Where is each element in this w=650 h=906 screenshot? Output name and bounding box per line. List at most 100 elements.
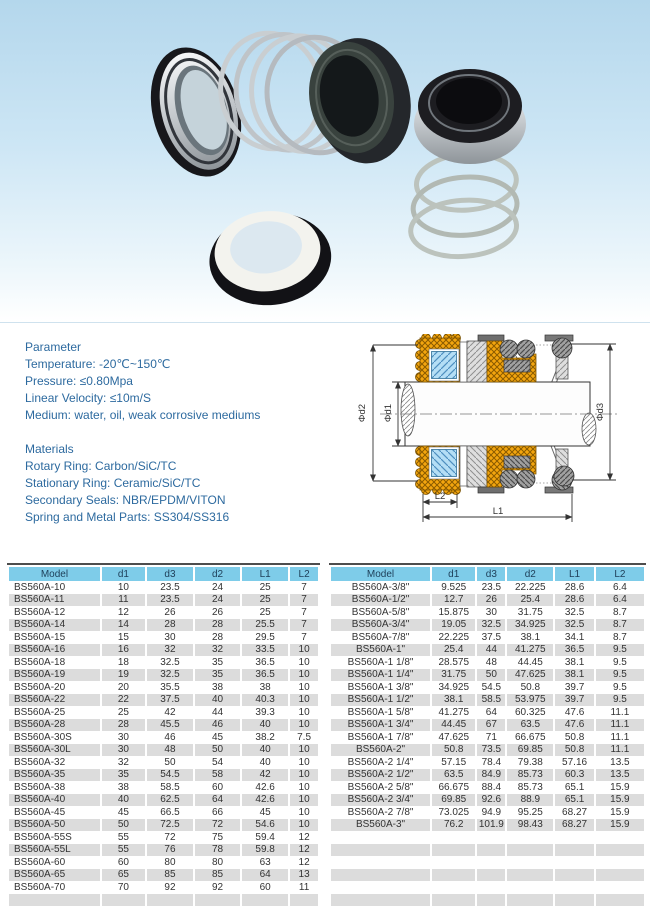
- value-cell: 10: [290, 656, 318, 669]
- value-cell: 28.6: [555, 581, 593, 594]
- value-cell: 39.7: [555, 681, 593, 694]
- value-cell: 35: [195, 656, 240, 669]
- value-cell: 38: [242, 681, 288, 694]
- value-cell: 24: [195, 594, 240, 607]
- value-cell: 18: [102, 656, 145, 669]
- value-cell: 8.7: [596, 631, 644, 644]
- value-cell: 36.5: [555, 644, 593, 657]
- value-cell: 69.85: [507, 744, 553, 757]
- seal-stack-upper: [416, 334, 574, 382]
- value-cell: 42: [147, 706, 193, 719]
- value-cell: 7: [290, 594, 318, 607]
- value-cell: 10: [290, 694, 318, 707]
- spec-line: Spring and Metal Parts: SS304/SS316: [25, 509, 345, 526]
- value-cell: 28: [102, 719, 145, 732]
- value-cell: 36.5: [242, 669, 288, 682]
- value-cell: 23.5: [477, 581, 505, 594]
- model-cell: BS560A-28: [9, 719, 100, 732]
- model-cell: BS560A-5/8": [331, 606, 430, 619]
- model-cell: BS560A-11: [9, 594, 100, 607]
- value-cell: [432, 844, 475, 857]
- value-cell: 76.2: [432, 819, 475, 832]
- value-cell: 9.5: [596, 656, 644, 669]
- value-cell: 54.5: [147, 769, 193, 782]
- value-cell: 40: [242, 756, 288, 769]
- value-cell: 15.9: [596, 806, 644, 819]
- model-cell: BS560A-2": [331, 744, 430, 757]
- dim-label-d3: Φd3: [595, 403, 606, 421]
- model-cell: BS560A-2 1/2": [331, 769, 430, 782]
- value-cell: 45: [242, 806, 288, 819]
- seal-ring-blue: [432, 352, 457, 379]
- value-cell: 85: [147, 869, 193, 882]
- value-cell: 50: [147, 756, 193, 769]
- value-cell: 11: [102, 594, 145, 607]
- value-cell: 19: [102, 669, 145, 682]
- value-cell: 32.5: [147, 669, 193, 682]
- value-cell: [555, 894, 593, 906]
- value-cell: [432, 856, 475, 869]
- value-cell: 35: [195, 669, 240, 682]
- value-cell: 54.6: [242, 819, 288, 832]
- spec-gap: [25, 424, 345, 441]
- value-cell: 13.5: [596, 769, 644, 782]
- value-cell: 12: [102, 606, 145, 619]
- table-row: [331, 881, 644, 894]
- value-cell: 35.5: [147, 681, 193, 694]
- value-cell: 40.3: [242, 694, 288, 707]
- column-header: Model: [331, 567, 430, 581]
- value-cell: 32: [195, 644, 240, 657]
- value-cell: 28.6: [555, 594, 593, 607]
- value-cell: 65.1: [555, 781, 593, 794]
- value-cell: 11.1: [596, 731, 644, 744]
- value-cell: [432, 894, 475, 906]
- value-cell: 10: [290, 781, 318, 794]
- value-cell: 66.675: [507, 731, 553, 744]
- value-cell: 13: [290, 869, 318, 882]
- value-cell: 64: [195, 794, 240, 807]
- value-cell: 46: [147, 731, 193, 744]
- value-cell: 92.6: [477, 794, 505, 807]
- spring-wire-section: [554, 466, 574, 486]
- value-cell: 71: [477, 731, 505, 744]
- value-cell: 38.1: [555, 669, 593, 682]
- model-cell: BS560A-10: [9, 581, 100, 594]
- value-cell: 64: [477, 706, 505, 719]
- value-cell: 63.5: [432, 769, 475, 782]
- model-cell: BS560A-3": [331, 819, 430, 832]
- value-cell: 9.5: [596, 694, 644, 707]
- value-cell: 14: [102, 619, 145, 632]
- value-cell: 44: [477, 644, 505, 657]
- value-cell: 88.9: [507, 794, 553, 807]
- value-cell: 22.225: [432, 631, 475, 644]
- column-header: d2: [195, 567, 240, 581]
- value-cell: [290, 894, 318, 906]
- value-cell: 50.8: [555, 744, 593, 757]
- model-cell: BS560A-1 1/2": [331, 694, 430, 707]
- value-cell: 72.5: [147, 819, 193, 832]
- value-cell: 25: [242, 594, 288, 607]
- value-cell: 9.5: [596, 669, 644, 682]
- model-cell: BS560A-40: [9, 794, 100, 807]
- model-cell: BS560A-1": [331, 644, 430, 657]
- value-cell: 34.1: [555, 631, 593, 644]
- value-cell: 63: [242, 856, 288, 869]
- model-cell: [331, 869, 430, 882]
- value-cell: 57.16: [555, 756, 593, 769]
- parameter-title: Parameter: [25, 339, 345, 356]
- value-cell: [555, 881, 593, 894]
- model-cell: BS560A-1 3/8": [331, 681, 430, 694]
- value-cell: 20: [102, 681, 145, 694]
